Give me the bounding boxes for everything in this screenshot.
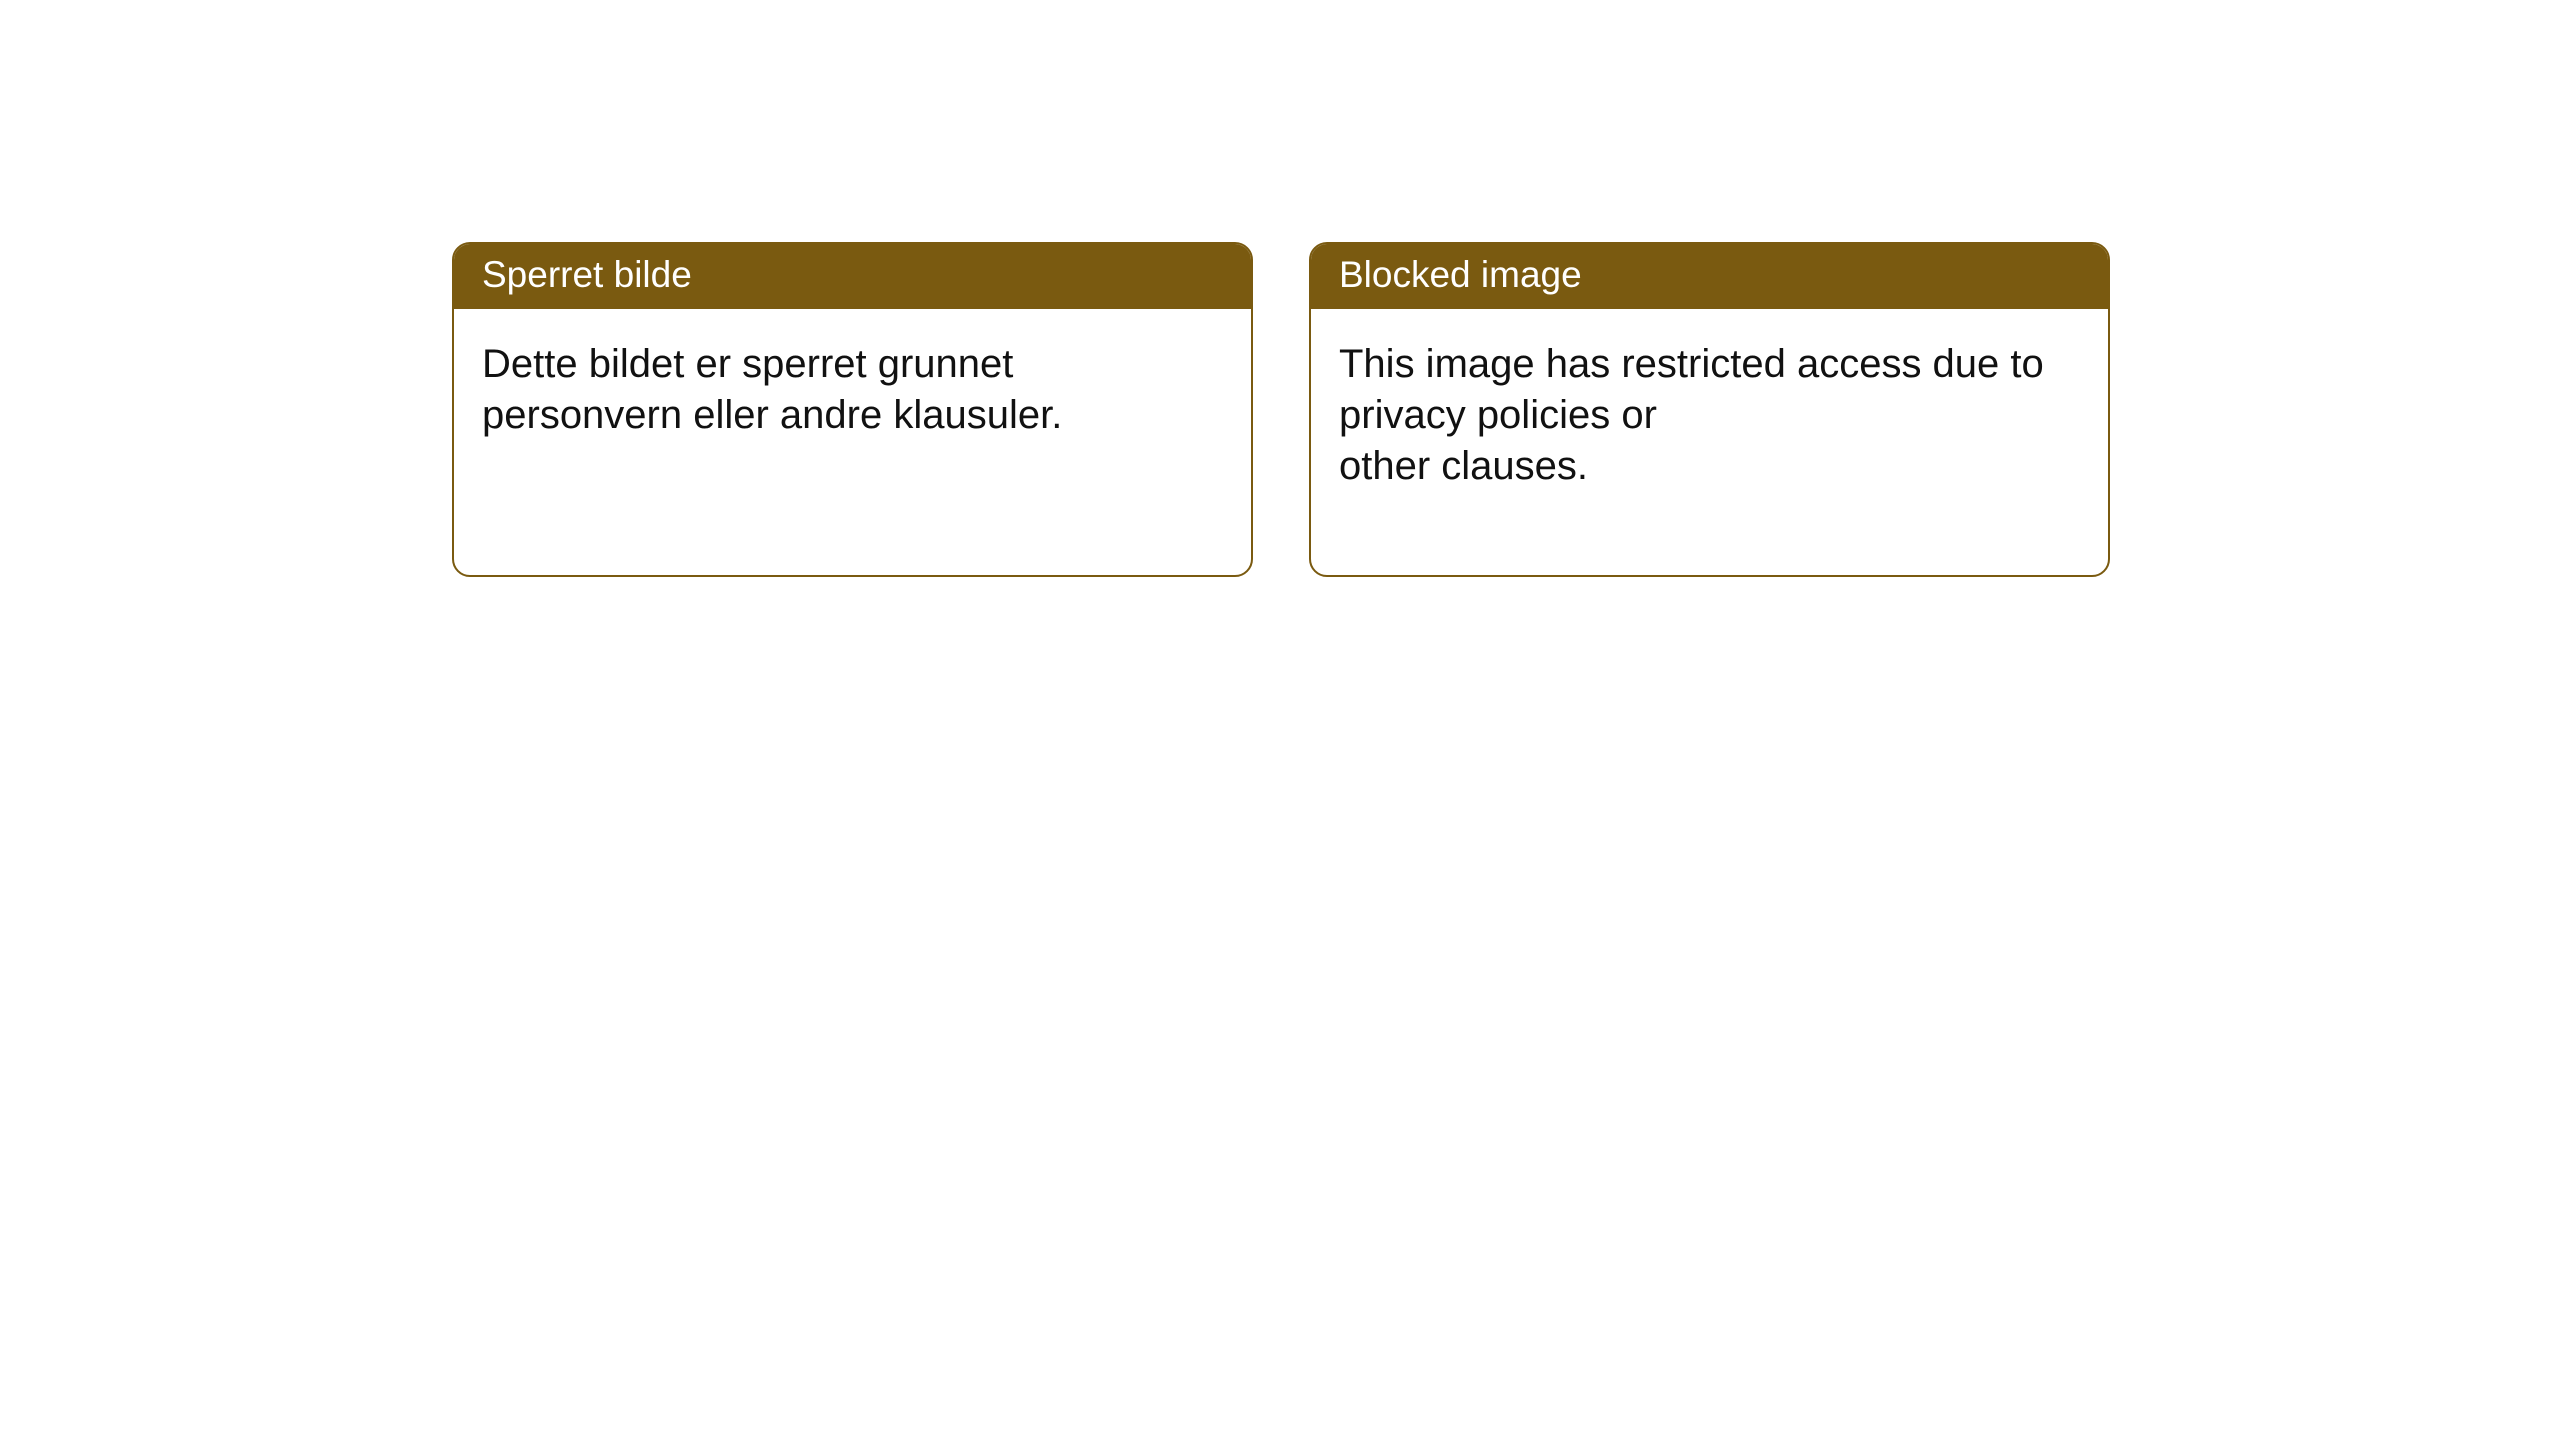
notice-card-body: Dette bildet er sperret grunnet personve…	[454, 309, 1251, 575]
notice-card-body-text: This image has restricted access due to …	[1339, 339, 2080, 493]
notice-card-title: Sperret bilde	[482, 254, 1223, 297]
notice-card-header: Blocked image	[1311, 244, 2108, 309]
notice-card-header: Sperret bilde	[454, 244, 1251, 309]
notice-card-body-text: Dette bildet er sperret grunnet personve…	[482, 339, 1223, 441]
notice-card-title: Blocked image	[1339, 254, 2080, 297]
notice-card-english: Blocked image This image has restricted …	[1309, 242, 2110, 577]
notice-cards-row: Sperret bilde Dette bildet er sperret gr…	[452, 242, 2110, 577]
notice-card-body: This image has restricted access due to …	[1311, 309, 2108, 575]
page-stage: Sperret bilde Dette bildet er sperret gr…	[0, 0, 2560, 1440]
notice-card-norwegian: Sperret bilde Dette bildet er sperret gr…	[452, 242, 1253, 577]
